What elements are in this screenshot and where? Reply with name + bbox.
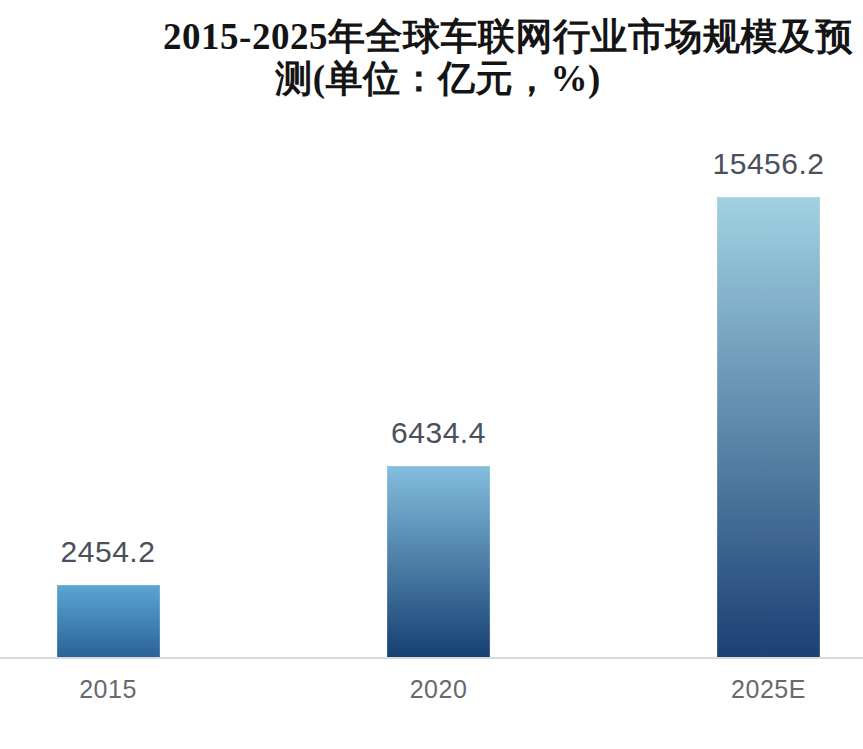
bar-2020 [387,466,490,658]
x-axis-line [0,657,863,659]
bar-value-label: 15456.2 [713,147,825,181]
bar-2025e [717,197,820,658]
x-axis-label-2020: 2020 [410,674,468,704]
bar-2015 [57,585,160,658]
chart-canvas: 2015-2025年全球车联网行业市场规模及预 测(单位：亿元，%) 2454.… [0,0,863,749]
plot-area: 2454.2 2015 6434.4 2020 15456.2 2025E [0,0,863,749]
bar-value-label: 2454.2 [61,535,156,569]
bar-value-label: 6434.4 [391,416,486,450]
x-axis-label-2025e: 2025E [731,674,806,704]
x-axis-label-2015: 2015 [79,674,137,704]
